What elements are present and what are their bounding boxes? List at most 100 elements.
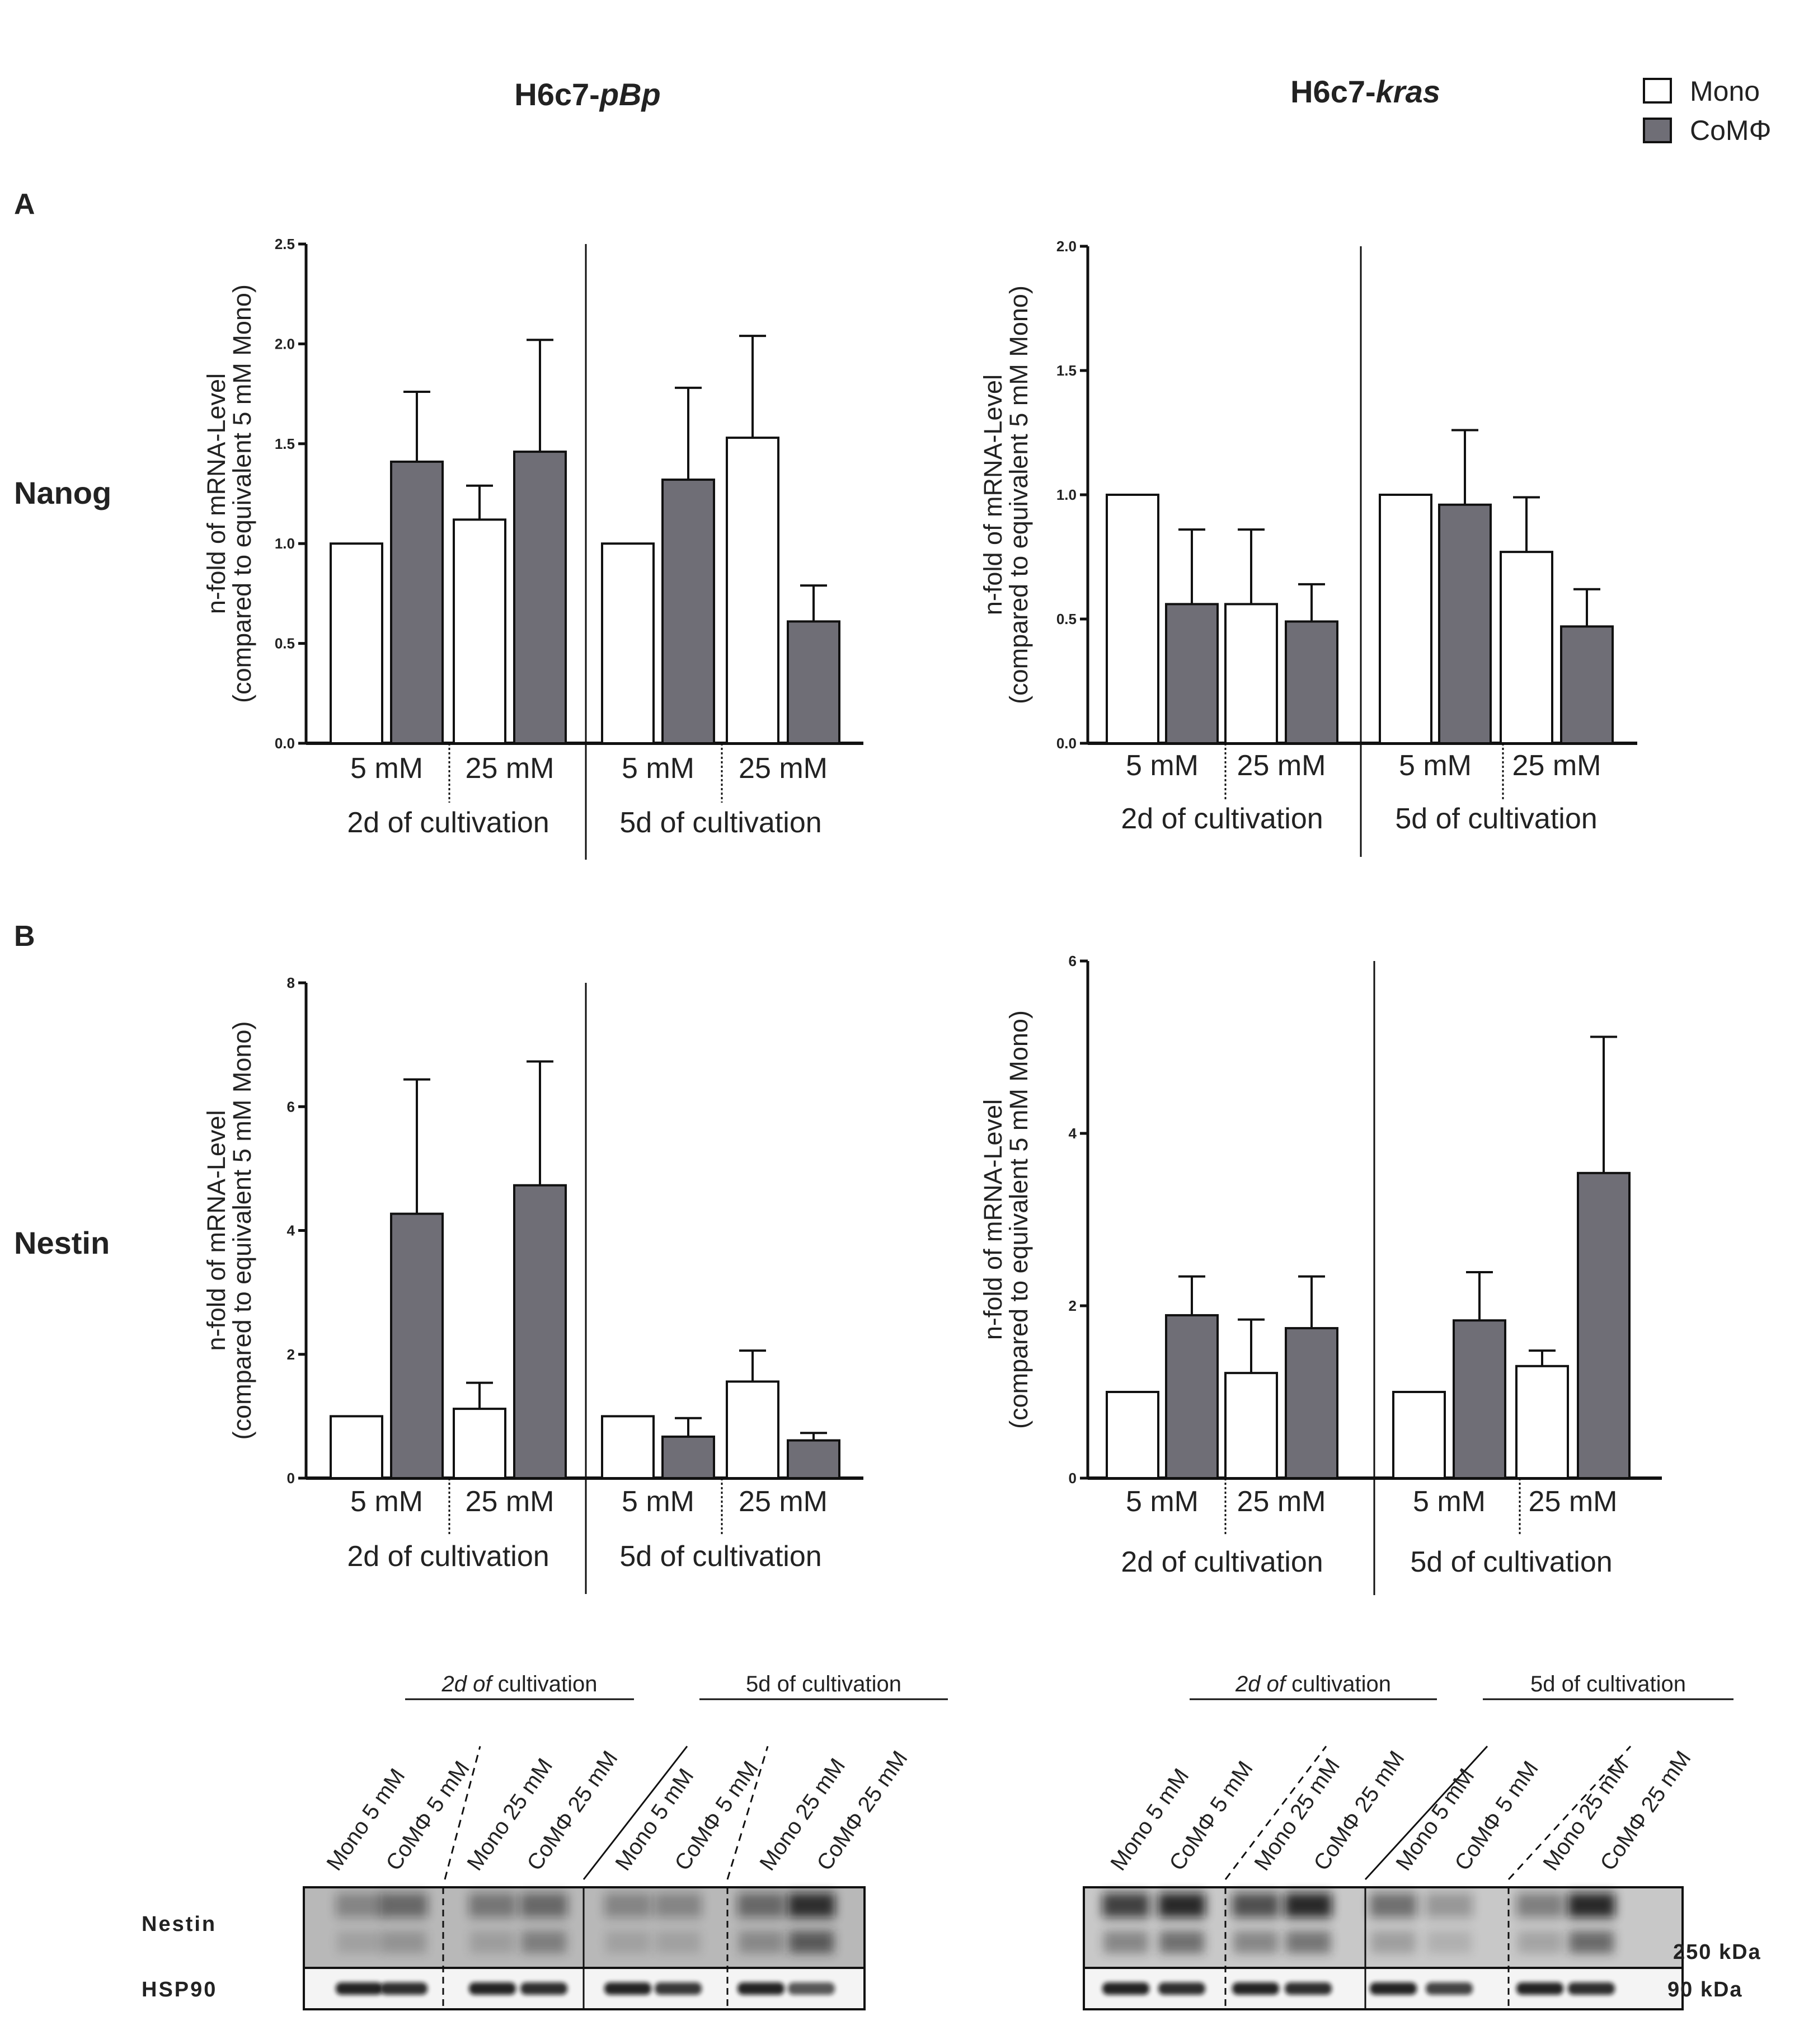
nestin-band-lower — [1518, 1931, 1562, 1953]
period-label-5d: 5d of cultivation — [1530, 1672, 1686, 1696]
y-tick-label: 4 — [1069, 1125, 1077, 1142]
bar-mono — [601, 542, 655, 744]
chart-nestin-kras: 0 2 4 6 n-fold of mRNA-Level(compared to equ… — [979, 953, 1662, 1595]
legend-label-mono: Mono — [1690, 76, 1760, 107]
x-group-label: 25 mM — [466, 1485, 555, 1518]
bar-comphi — [1285, 1327, 1338, 1480]
x-group-label: 5 mM — [350, 752, 423, 785]
marker-90kda: 90 kDa — [1667, 1978, 1743, 2001]
chart-nanog-pbp: 0.0 0.5 1.0 1.5 2.0 2.5 n-fold of mRNA-Level(c… — [202, 236, 863, 860]
hsp90-band — [788, 1982, 835, 1995]
bar-mono — [1500, 551, 1553, 744]
panel-label-a: A — [14, 188, 35, 221]
hsp90-band — [469, 1982, 516, 1995]
y-tick-label: 2.5 — [275, 236, 295, 252]
y-axis-label: n-fold of mRNA-Level — [202, 1110, 231, 1351]
nestin-band-lower — [605, 1931, 650, 1953]
y-tick-label: 0 — [287, 1470, 295, 1487]
y-tick-label: 0.5 — [1056, 611, 1077, 627]
y-axis-label-2: (compared to equivalent 5 mM Mono) — [228, 284, 256, 703]
x-group-label: 25 mM — [739, 752, 828, 785]
hsp90-band — [655, 1982, 702, 1995]
bar-comphi — [661, 479, 715, 744]
protein-label-hsp90: HSP90 — [142, 1978, 217, 2001]
hsp90-band — [737, 1982, 784, 1995]
x-group-label: 25 mM — [1237, 1485, 1326, 1518]
bar-mono — [726, 437, 779, 744]
nestin-band — [380, 1893, 427, 1918]
y-axis-label: n-fold of mRNA-Level — [979, 374, 1007, 615]
row-label-nestin: Nestin — [14, 1225, 110, 1260]
x-group-label: 5 mM — [1413, 1485, 1486, 1518]
y-axis-label: n-fold of mRNA-Level — [202, 373, 231, 614]
hsp90-band — [1568, 1982, 1615, 1995]
y-tick-label: 2.0 — [1056, 238, 1077, 255]
bar-mono — [1392, 1391, 1446, 1479]
nestin-band-lower — [1159, 1931, 1204, 1953]
x-group-label: 25 mM — [1529, 1485, 1618, 1518]
period-label-5d: 5d of cultivation — [746, 1672, 901, 1696]
legend: Mono CoMΦ — [1643, 76, 1771, 146]
bar-mono — [726, 1380, 779, 1480]
x-group-label: 5 mM — [622, 1485, 694, 1518]
y-tick-label: 6 — [287, 1098, 295, 1115]
bar-comphi — [1453, 1319, 1506, 1479]
bar-comphi — [390, 1212, 444, 1480]
hsp90-band — [1285, 1982, 1332, 1995]
hsp90-band — [336, 1982, 383, 1995]
lane-group-separator — [1364, 1745, 1488, 1881]
nestin-band-lower — [1371, 1931, 1416, 1953]
nestin-band — [655, 1893, 702, 1918]
bar-mono — [1224, 603, 1278, 744]
y-tick-label: 2.0 — [275, 335, 295, 352]
y-tick-label: 6 — [1069, 953, 1077, 969]
bar-comphi — [513, 451, 567, 744]
nestin-band — [737, 1893, 784, 1918]
y-tick-label: 0.0 — [1056, 735, 1077, 752]
column-title-pbp: H6c7-pBp — [514, 77, 660, 112]
bar-mono — [1106, 494, 1159, 744]
hsp90-band — [1370, 1982, 1417, 1995]
hsp90-band — [1102, 1982, 1149, 1995]
chart-nestin-pbp: 0 2 4 6 8 n-fold of mRNA-Level(compared to eq… — [202, 974, 863, 1594]
y-tick-label: 0 — [1069, 1470, 1077, 1487]
nestin-band — [1102, 1893, 1149, 1918]
x-group-label: 5 mM — [1126, 1485, 1199, 1518]
nestin-band-lower — [1286, 1931, 1331, 1953]
hsp90-band — [1516, 1982, 1563, 1995]
bar-comphi — [513, 1184, 567, 1479]
nestin-band — [336, 1893, 383, 1918]
hsp90-band — [380, 1982, 427, 1995]
nestin-band-lower — [1103, 1931, 1148, 1953]
legend-label-comphi: CoMΦ — [1690, 115, 1771, 146]
bar-comphi — [1577, 1171, 1631, 1480]
bar-mono — [1106, 1391, 1159, 1479]
x-period-label: 5d of cultivation — [619, 807, 821, 839]
x-period-label: 5d of cultivation — [1410, 1546, 1612, 1578]
row-label-nanog: Nanog — [14, 475, 111, 510]
bar-mono — [453, 1408, 506, 1480]
y-axis-label-2: (compared to equivalent 5 mM Mono) — [1004, 1010, 1033, 1429]
nestin-band — [1370, 1893, 1417, 1918]
nestin-band — [1426, 1893, 1473, 1918]
bar-comphi — [1285, 620, 1338, 744]
nestin-band — [1232, 1893, 1279, 1918]
nestin-band — [604, 1893, 651, 1918]
lane-group-separator — [726, 1746, 769, 1880]
nestin-band-lower — [470, 1931, 515, 1953]
nestin-band-lower — [382, 1931, 426, 1953]
bar-comphi — [787, 620, 840, 745]
bar-mono — [330, 1415, 383, 1479]
chart-nanog-kras: 0.0 0.5 1.0 1.5 2.0 n-fold of mRNA-Level(comp… — [979, 238, 1637, 857]
hsp90-band — [520, 1982, 567, 1995]
period-label-2d: 2d of cultivation — [441, 1672, 598, 1696]
lane-group-separator — [1224, 1746, 1327, 1880]
y-tick-label: 0.5 — [275, 635, 295, 652]
nestin-band — [788, 1893, 835, 1918]
nestin-band — [1516, 1893, 1563, 1918]
bar-comphi — [1165, 1314, 1219, 1479]
bar-comphi — [1560, 625, 1614, 744]
bar-mono — [1515, 1365, 1569, 1480]
y-tick-label: 1.5 — [1056, 362, 1077, 379]
bar-comphi — [661, 1435, 715, 1480]
